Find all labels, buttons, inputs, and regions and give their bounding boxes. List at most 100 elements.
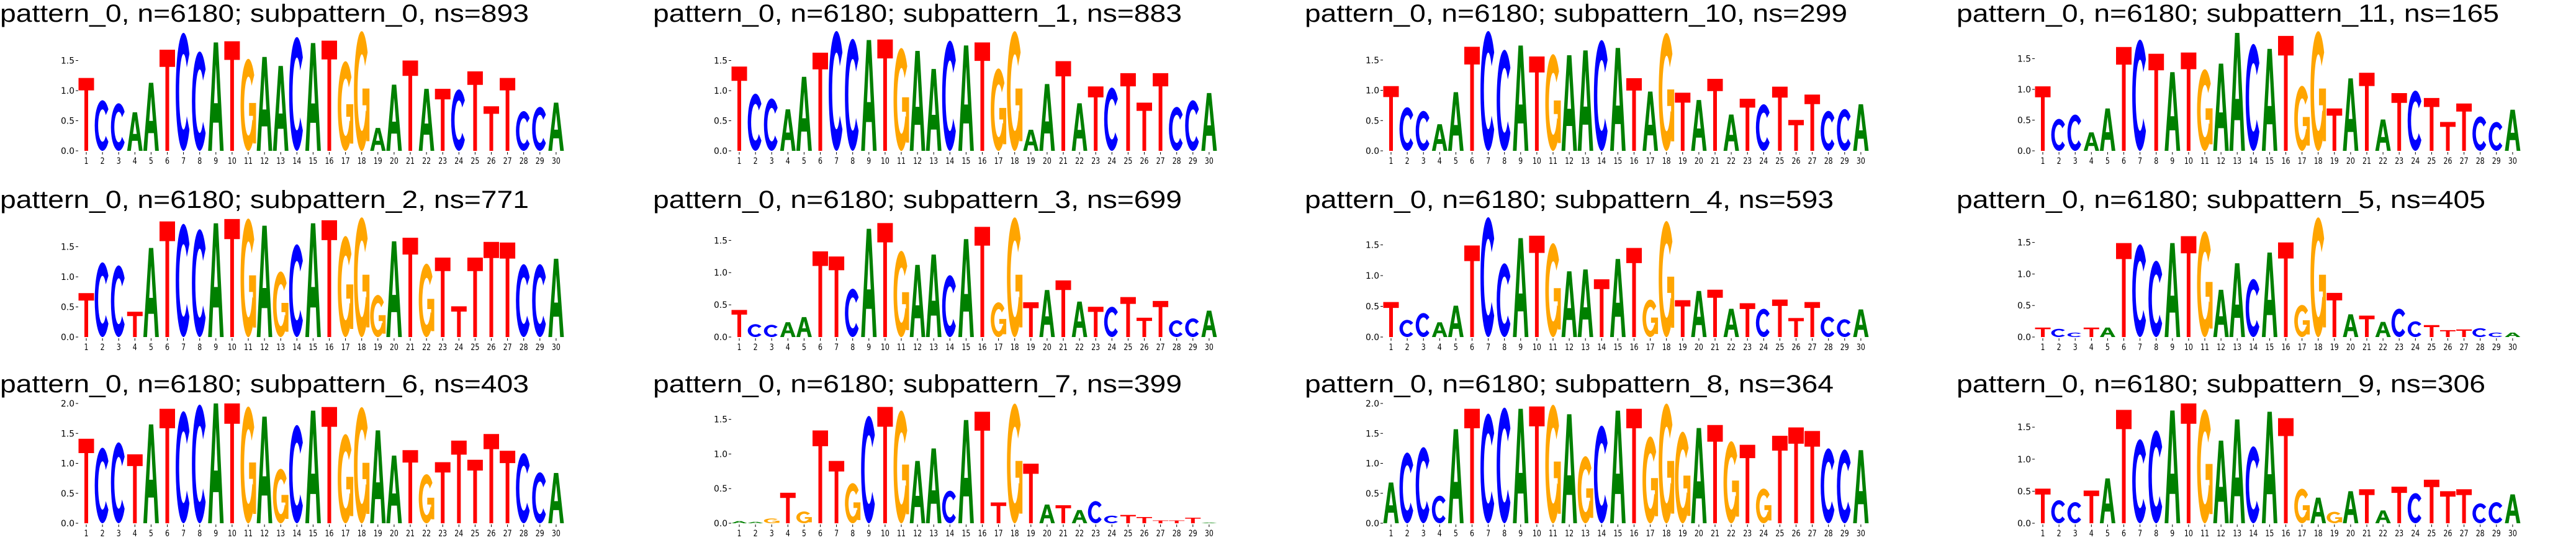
- logo-letter-shape: [1651, 317, 1659, 335]
- logo-letter-G: [418, 263, 435, 338]
- logo-letter-shape: [305, 410, 321, 523]
- logo-letter-C: [2407, 493, 2421, 523]
- logo-letter-G: [845, 483, 861, 524]
- x-tick-label: 29: [1840, 529, 1849, 539]
- logo-panel: pattern_0, n=6180; subpattern_0, ns=893 0…: [0, 0, 564, 166]
- x-tick-label: 28: [1824, 156, 1833, 166]
- logo-letter-A: [1723, 114, 1739, 151]
- x-tick-label: 13: [276, 343, 285, 353]
- x-tick-label: 22: [1075, 343, 1084, 353]
- x-tick-label: 20: [1695, 343, 1703, 353]
- logo-letter-shape: [2302, 505, 2310, 521]
- x-tick-label: 26: [487, 343, 496, 353]
- x-tick-label: 22: [2379, 156, 2387, 166]
- x-tick-label: 29: [536, 529, 544, 539]
- y-tick-label: 0.0: [714, 333, 727, 343]
- logo-letter-C: [861, 416, 875, 523]
- x-tick-label: 27: [1808, 343, 1817, 353]
- logo-letter-T: [1153, 73, 1169, 151]
- logo-letter-shape: [338, 61, 353, 151]
- x-tick-label: 28: [1824, 343, 1833, 353]
- logo-letter-T: [1137, 317, 1152, 337]
- logo-letter-shape: [2181, 236, 2197, 337]
- logo-letter-C: [2391, 308, 2405, 338]
- logo-letter-shape: [1804, 431, 1821, 523]
- logo-letter-shape: [338, 236, 353, 338]
- logo-letter-shape: [2261, 412, 2277, 524]
- x-tick-label: 16: [978, 343, 987, 353]
- logo-letter-C: [2472, 116, 2487, 151]
- logo-letter-shape: [1610, 48, 1626, 151]
- logo-letter-shape: [2326, 292, 2343, 337]
- logo-letter-C: [2407, 91, 2421, 151]
- logo-letter-shape: [2294, 305, 2309, 338]
- logo-letter-shape: [224, 41, 240, 151]
- x-tick-label: 6: [1470, 529, 1474, 539]
- x-tick-label: 21: [1711, 529, 1719, 539]
- logo-letter-shape: [1415, 313, 1430, 337]
- x-tick-label: 27: [503, 529, 512, 539]
- logo-letter-shape: [780, 109, 796, 151]
- logo-letter-shape: [1497, 50, 1511, 151]
- logo-letter-T: [224, 403, 240, 523]
- x-tick-label: 8: [197, 156, 202, 166]
- logo-letter-shape: [991, 68, 1006, 151]
- logo-letter-shape: [2164, 72, 2181, 151]
- logo-letter-A: [925, 254, 942, 337]
- logo-letter-shape: [1513, 45, 1529, 151]
- logo-letter-shape: [2148, 261, 2163, 338]
- x-tick-label: 19: [374, 343, 382, 353]
- logo-letter-shape: [853, 502, 861, 520]
- logo-letter-C: [1104, 307, 1118, 337]
- logo-letter-C: [2051, 500, 2065, 523]
- x-tick-label: 19: [1027, 343, 1035, 353]
- logo-letter-A: [909, 51, 925, 151]
- x-tick-label: 7: [834, 343, 839, 353]
- logo-letter-shape: [829, 31, 843, 151]
- logo-letter-A: [2213, 63, 2229, 151]
- x-tick-label: 14: [292, 156, 301, 166]
- logo-letter-C: [747, 93, 762, 151]
- logo-letter-shape: [999, 318, 1007, 335]
- logo-panel: pattern_0, n=6180; subpattern_8, ns=364 0…: [1305, 371, 1869, 539]
- x-tick-label: 30: [2508, 529, 2517, 539]
- x-tick-label: 8: [2154, 343, 2158, 353]
- logo-letter-shape: [2391, 308, 2405, 338]
- x-tick-label: 10: [881, 529, 889, 539]
- x-tick-label: 16: [1630, 529, 1639, 539]
- x-tick-label: 9: [214, 529, 218, 539]
- logo-letter-A: [386, 241, 402, 337]
- x-tick-label: 27: [1808, 156, 1817, 166]
- x-tick-label: 1: [1389, 343, 1394, 353]
- logo-letter-shape: [2181, 403, 2197, 523]
- logo-letter-shape: [1464, 408, 1480, 523]
- logo-letter-T: [160, 408, 175, 523]
- x-tick-label: 29: [2492, 529, 2501, 539]
- logo-letter-shape: [925, 448, 942, 523]
- logo-letter-shape: [2456, 329, 2472, 337]
- x-tick-label: 28: [2476, 156, 2485, 166]
- logo-letter-shape: [804, 517, 812, 523]
- logo-letter-G: [1545, 54, 1561, 151]
- logo-letter-shape: [1545, 243, 1560, 338]
- logo-letter-C: [289, 244, 303, 337]
- logo-letter-shape: [2197, 69, 2212, 151]
- logo-letter-A: [418, 89, 435, 151]
- logo-letter-shape: [2407, 321, 2421, 338]
- x-tick-label: 9: [2170, 529, 2174, 539]
- panel-title: pattern_0, n=6180; subpattern_5, ns=405: [1957, 186, 2485, 214]
- logo-letter-G: [240, 58, 256, 151]
- logo-letter-T: [1707, 289, 1723, 337]
- logo-letter-A: [1561, 55, 1577, 151]
- logo-letter-A: [1201, 310, 1217, 338]
- logo-letter-shape: [1626, 408, 1642, 523]
- x-tick-label: 14: [2249, 529, 2258, 539]
- x-tick-label: 17: [994, 529, 1003, 539]
- logo-letter-shape: [2375, 322, 2391, 337]
- x-tick-label: 12: [260, 529, 269, 539]
- logo-letter-shape: [532, 107, 546, 151]
- logo-letter-shape: [2488, 332, 2503, 338]
- logo-letter-A: [2343, 491, 2359, 524]
- logo-letter-shape: [143, 83, 159, 151]
- logo-letter-A: [256, 56, 272, 151]
